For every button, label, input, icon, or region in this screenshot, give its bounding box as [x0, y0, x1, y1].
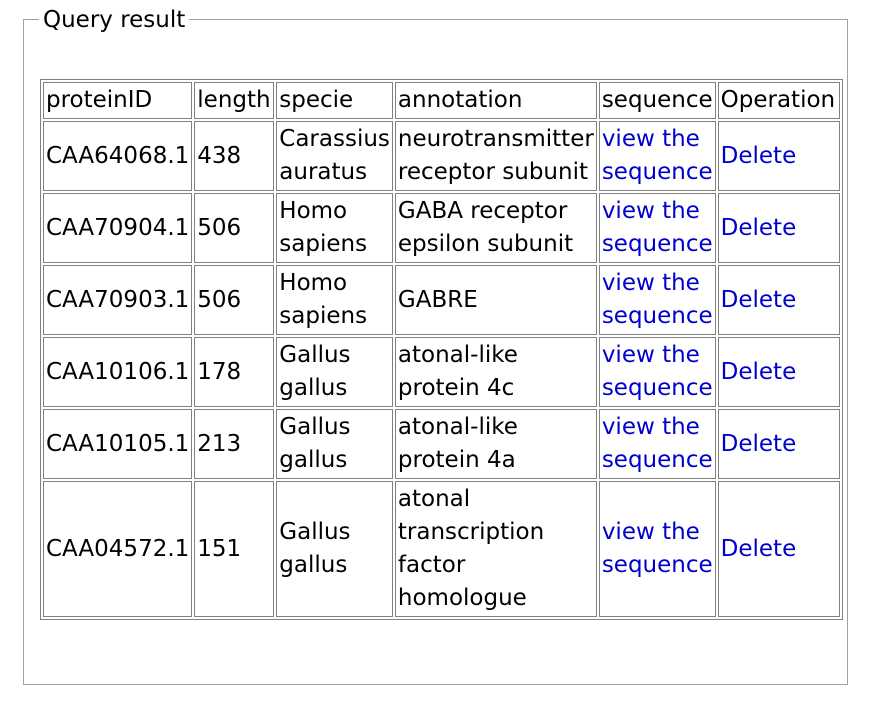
delete-link[interactable]: Delete [720, 358, 797, 385]
cell-length: 506 [194, 265, 275, 335]
cell-operation: Delete [717, 265, 840, 335]
view-sequence-link[interactable]: view the sequence [601, 198, 713, 257]
cell-length: 151 [194, 481, 275, 617]
delete-link[interactable]: Delete [720, 286, 797, 313]
cell-annotation: neurotransmitter receptor subunit [394, 121, 597, 191]
cell-protein-id: CAA64068.1 [43, 121, 193, 191]
view-sequence-link[interactable]: view the sequence [601, 414, 713, 473]
table-row: CAA70903.1 506 Homo sapiens GABRE view t… [43, 265, 840, 335]
cell-protein-id: CAA04572.1 [43, 481, 193, 617]
cell-specie: Gallus gallus [276, 409, 393, 479]
header-sequence: sequence [598, 82, 716, 119]
header-annotation: annotation [394, 82, 597, 119]
cell-annotation: atonal-like protein 4a [394, 409, 597, 479]
header-operation: Operation [717, 82, 840, 119]
header-specie: specie [276, 82, 393, 119]
cell-specie: Gallus gallus [276, 481, 393, 617]
table-row: CAA10105.1 213 Gallus gallus atonal-like… [43, 409, 840, 479]
cell-specie: Carassius auratus [276, 121, 393, 191]
delete-link[interactable]: Delete [720, 430, 797, 457]
delete-link[interactable]: Delete [720, 142, 797, 169]
cell-specie: Gallus gallus [276, 337, 393, 407]
cell-annotation: atonal transcription factor homologue [394, 481, 597, 617]
view-sequence-link[interactable]: view the sequence [601, 270, 713, 329]
delete-link[interactable]: Delete [720, 214, 797, 241]
cell-sequence: view the sequence [598, 337, 716, 407]
result-table: proteinID length specie annotation seque… [40, 79, 843, 620]
cell-operation: Delete [717, 121, 840, 191]
query-result-fieldset [23, 19, 848, 685]
cell-sequence: view the sequence [598, 121, 716, 191]
query-result-legend: Query result [39, 6, 190, 34]
cell-sequence: view the sequence [598, 481, 716, 617]
cell-operation: Delete [717, 409, 840, 479]
cell-annotation: atonal-like protein 4c [394, 337, 597, 407]
cell-protein-id: CAA10105.1 [43, 409, 193, 479]
delete-link[interactable]: Delete [720, 535, 797, 562]
cell-specie: Homo sapiens [276, 193, 393, 263]
cell-operation: Delete [717, 481, 840, 617]
cell-length: 213 [194, 409, 275, 479]
view-sequence-link[interactable]: view the sequence [601, 519, 713, 578]
table-row: CAA10106.1 178 Gallus gallus atonal-like… [43, 337, 840, 407]
cell-annotation: GABA receptor epsilon subunit [394, 193, 597, 263]
cell-protein-id: CAA70903.1 [43, 265, 193, 335]
table-header-row: proteinID length specie annotation seque… [43, 82, 840, 119]
cell-length: 178 [194, 337, 275, 407]
cell-sequence: view the sequence [598, 193, 716, 263]
table-row: CAA64068.1 438 Carassius auratus neurotr… [43, 121, 840, 191]
cell-protein-id: CAA10106.1 [43, 337, 193, 407]
header-length: length [194, 82, 275, 119]
cell-specie: Homo sapiens [276, 265, 393, 335]
table-row: CAA70904.1 506 Homo sapiens GABA recepto… [43, 193, 840, 263]
cell-protein-id: CAA70904.1 [43, 193, 193, 263]
view-sequence-link[interactable]: view the sequence [601, 342, 713, 401]
cell-operation: Delete [717, 337, 840, 407]
cell-sequence: view the sequence [598, 409, 716, 479]
cell-annotation: GABRE [394, 265, 597, 335]
cell-length: 438 [194, 121, 275, 191]
view-sequence-link[interactable]: view the sequence [601, 126, 713, 185]
header-protein-id: proteinID [43, 82, 193, 119]
table-row: CAA04572.1 151 Gallus gallus atonal tran… [43, 481, 840, 617]
cell-operation: Delete [717, 193, 840, 263]
cell-length: 506 [194, 193, 275, 263]
cell-sequence: view the sequence [598, 265, 716, 335]
